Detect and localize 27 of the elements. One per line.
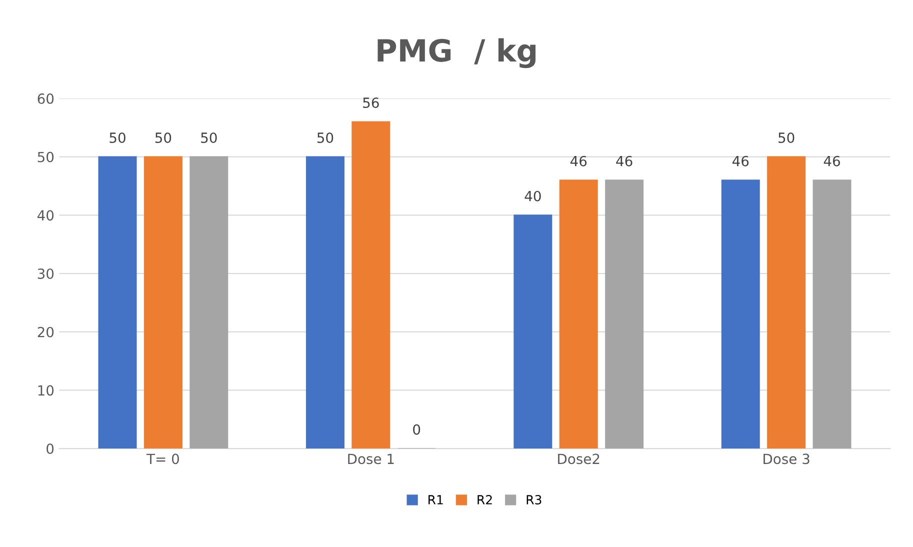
- legend-label: R1: [428, 495, 443, 504]
- data-label: 50: [778, 132, 794, 144]
- y-tick-label: 30: [38, 268, 54, 279]
- y-tick-label: 0: [46, 444, 54, 454]
- data-label: 56: [363, 97, 379, 108]
- data-label: 0: [413, 424, 420, 435]
- y-tick-label: 50: [38, 152, 54, 162]
- legend-label: R2: [478, 495, 492, 504]
- y-tick-label: 60: [38, 93, 54, 104]
- x-tick-label: Dose 1: [348, 454, 394, 464]
- y-tick-label: 10: [38, 385, 54, 396]
- data-label: 50: [110, 132, 126, 144]
- y-tick-label: 40: [37, 210, 54, 221]
- data-label: 46: [732, 156, 749, 166]
- data-label: 50: [201, 132, 217, 144]
- data-label: 46: [824, 156, 840, 166]
- x-tick-label: T= 0: [146, 454, 179, 464]
- data-label: 46: [616, 156, 632, 166]
- x-tick-label: Dose2: [558, 454, 600, 464]
- data-label: 46: [570, 156, 587, 166]
- data-label: 50: [155, 132, 172, 144]
- data-label: 50: [317, 132, 334, 144]
- chart-title: PMG / kg: [378, 38, 536, 68]
- y-tick-label: 20: [38, 326, 54, 338]
- data-label: 40: [524, 190, 541, 202]
- x-tick-label: Dose 3: [764, 454, 810, 464]
- legend-label: R3: [526, 495, 542, 504]
